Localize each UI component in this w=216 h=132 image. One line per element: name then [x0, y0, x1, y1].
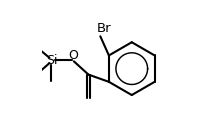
Text: Si: Si — [46, 54, 57, 67]
Text: Br: Br — [96, 22, 111, 35]
Text: O: O — [68, 49, 78, 62]
